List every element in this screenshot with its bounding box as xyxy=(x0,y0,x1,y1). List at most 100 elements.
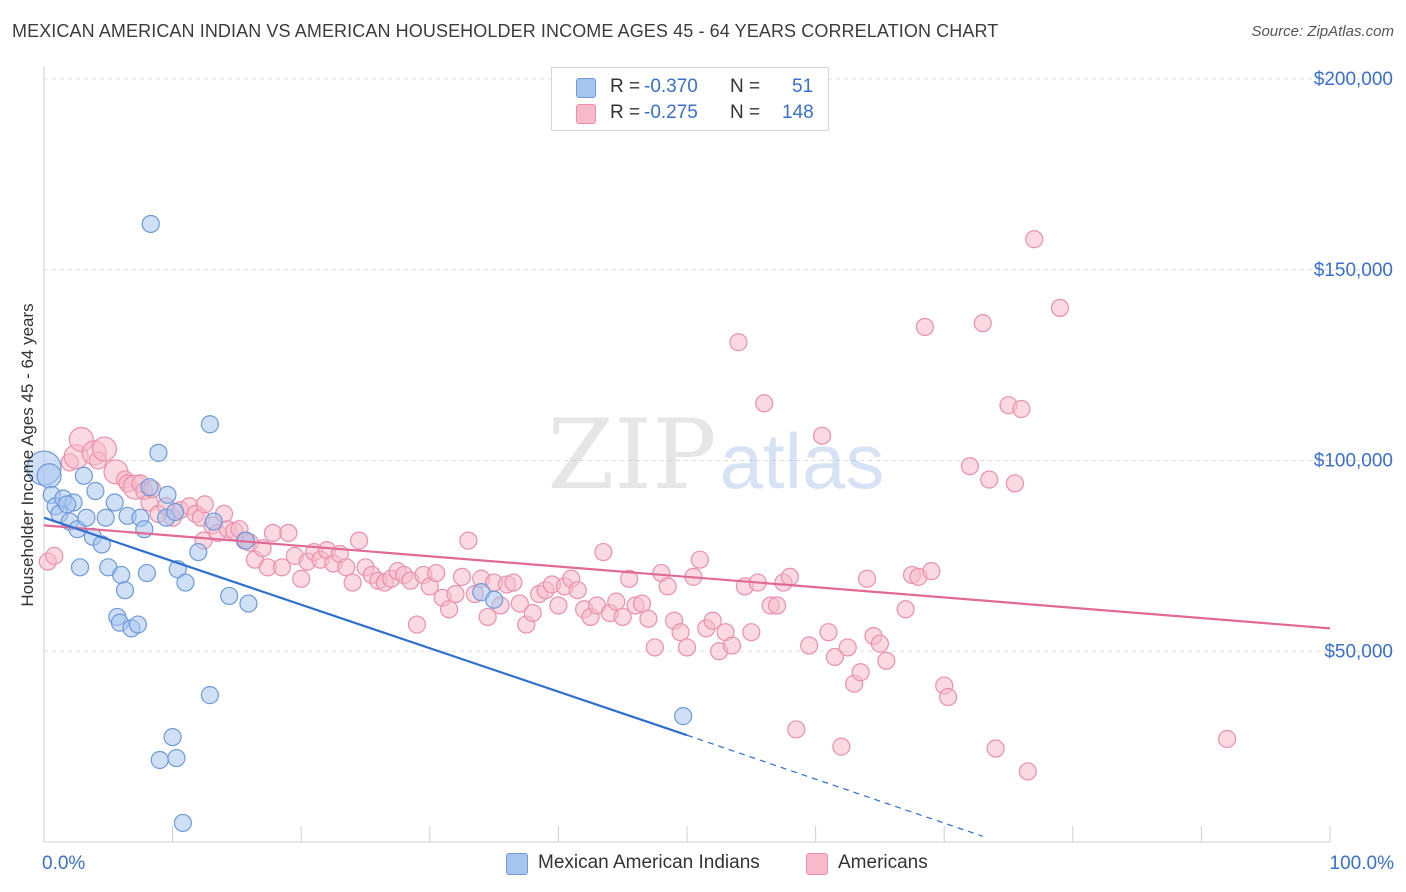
american-point xyxy=(1018,762,1037,781)
legend-swatch-blue xyxy=(576,78,596,98)
american-point xyxy=(292,569,311,588)
american-point xyxy=(620,569,639,588)
mexican-american-indian-point xyxy=(74,466,93,485)
mexican-american-indian-point xyxy=(115,581,135,600)
mexican-american-indians-points xyxy=(26,214,693,833)
american-point xyxy=(1218,729,1237,749)
mexican-american-indian-point xyxy=(140,478,159,497)
n-label: N = xyxy=(730,102,761,123)
mexican-american-indian-point xyxy=(674,707,693,726)
americans-points xyxy=(38,230,1237,781)
american-point xyxy=(729,333,748,352)
mexican-american-indian-point xyxy=(176,573,195,592)
legend-swatch-pink xyxy=(806,853,828,875)
y-tick-label: $150,000 xyxy=(1314,260,1393,281)
mexican-american-indian-point xyxy=(86,481,105,501)
r-label: R = xyxy=(610,102,641,123)
american-point xyxy=(91,436,118,462)
american-point xyxy=(896,600,915,619)
american-point xyxy=(800,636,819,655)
mexican-american-indian-point xyxy=(112,565,131,585)
mexican-american-indian-point xyxy=(96,508,115,527)
mexican-american-indian-point xyxy=(36,463,62,489)
american-point xyxy=(343,573,362,592)
tick-labels: $50,000 $100,000 $150,000 $200,000 0.0% 100.0… xyxy=(42,69,1394,874)
american-point xyxy=(427,563,446,583)
mexican-american-indian-point xyxy=(137,563,156,583)
mexican-american-indian-point xyxy=(77,508,96,527)
american-point xyxy=(877,651,896,670)
american-point xyxy=(510,594,529,613)
mexican-american-indian-point xyxy=(200,686,219,705)
american-point xyxy=(337,558,356,577)
mexican-american-indian-point xyxy=(220,586,239,606)
american-point xyxy=(45,546,64,565)
mexican-american-indian-point xyxy=(200,415,219,434)
american-point xyxy=(973,314,992,333)
mexican-american-indian-point xyxy=(163,727,182,747)
american-point xyxy=(742,623,761,642)
americans-trend-line xyxy=(43,524,1331,630)
mexican-american-indian-point xyxy=(58,495,77,514)
mexican-american-indian-point xyxy=(135,520,154,539)
american-point xyxy=(787,720,806,739)
x-tick-label-max: 100.0% xyxy=(1330,853,1395,874)
american-point xyxy=(755,394,774,413)
american-point xyxy=(263,523,283,543)
american-point xyxy=(851,663,870,682)
mexican-american-indian-point xyxy=(92,535,111,554)
american-point xyxy=(613,607,632,627)
american-point xyxy=(504,573,523,592)
american-point xyxy=(960,457,980,476)
american-point xyxy=(459,531,478,550)
mexican-american-indian-point xyxy=(70,558,90,577)
gridlines xyxy=(44,78,1394,652)
r-label: R = xyxy=(610,76,641,97)
american-point xyxy=(272,558,292,577)
n-value: 148 xyxy=(782,102,814,123)
mexican-american-indian-point xyxy=(128,615,147,634)
american-point xyxy=(819,623,838,642)
mexican-american-indian-point xyxy=(166,502,185,522)
american-point xyxy=(349,531,369,550)
correlation-legend: R = -0.370 N = 51 R = -0.275 N = 148 xyxy=(551,67,829,131)
american-point xyxy=(857,569,877,588)
american-point xyxy=(690,550,709,569)
american-point xyxy=(549,596,568,615)
american-point xyxy=(980,470,999,489)
american-point xyxy=(780,567,799,586)
american-point xyxy=(722,636,742,655)
trend-lines xyxy=(43,516,1331,837)
mexican-american-indian-point xyxy=(239,594,258,613)
n-label: N = xyxy=(730,76,761,97)
mexican-american-indian-point xyxy=(189,542,208,562)
american-point xyxy=(1005,474,1025,493)
american-point xyxy=(658,577,677,596)
american-point xyxy=(812,426,832,445)
legend-label: Americans xyxy=(838,852,928,873)
american-point xyxy=(478,607,497,627)
chart-title: MEXICAN AMERICAN INDIAN VS AMERICAN HOUS… xyxy=(12,21,999,41)
watermark: ZIP atlas xyxy=(547,399,884,511)
y-tick-label: $100,000 xyxy=(1314,451,1393,472)
american-point xyxy=(677,638,697,657)
legend-swatch-pink xyxy=(576,104,596,124)
r-value: -0.275 xyxy=(644,102,698,123)
n-value: 51 xyxy=(792,76,814,97)
american-point xyxy=(407,615,427,634)
legend-label: Mexican American Indians xyxy=(538,852,760,873)
mexican-american-indian-point xyxy=(149,443,168,462)
r-value: -0.370 xyxy=(644,76,698,97)
american-point xyxy=(632,594,652,613)
mexican-american-indians-trend-line xyxy=(43,516,688,737)
american-point xyxy=(838,638,857,657)
american-point xyxy=(938,687,958,707)
watermark-zip: ZIP xyxy=(547,399,716,511)
american-point xyxy=(922,562,941,581)
american-point xyxy=(439,600,459,619)
american-point xyxy=(523,603,542,623)
american-point xyxy=(671,623,690,642)
american-point xyxy=(832,737,851,756)
american-point xyxy=(195,495,214,514)
american-point xyxy=(594,542,613,562)
